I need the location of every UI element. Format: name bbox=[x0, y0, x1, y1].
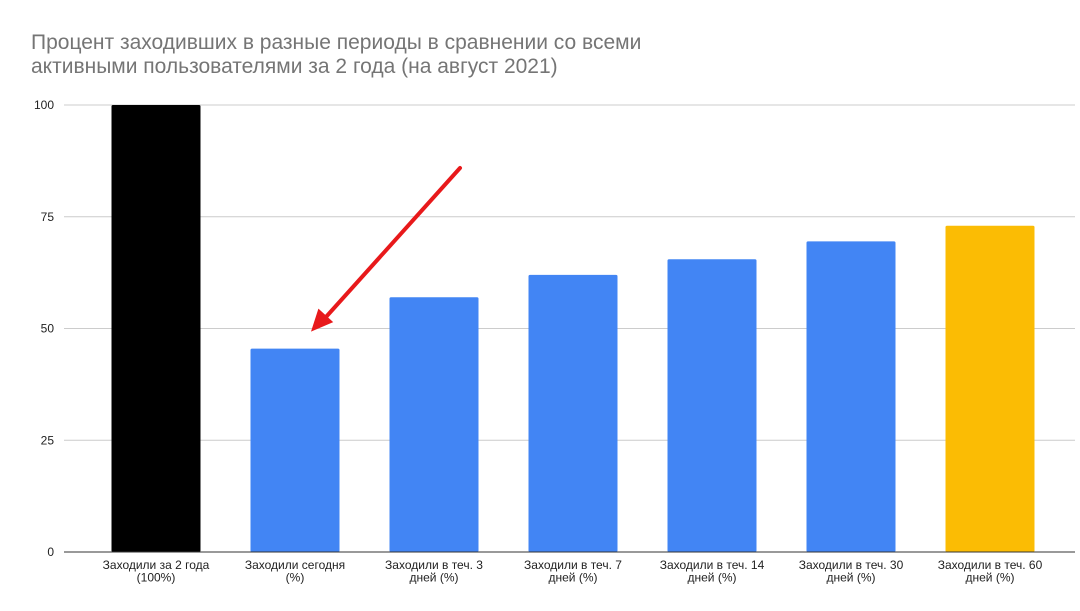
x-category-label: Заходили в теч. 7 bbox=[524, 558, 622, 572]
bar bbox=[250, 348, 340, 552]
bar bbox=[389, 297, 479, 552]
x-category-label: дней (%) bbox=[409, 571, 458, 585]
bar bbox=[667, 259, 757, 552]
x-axis-category-labels: Заходили за 2 года(100%) Заходили сегодня… bbox=[103, 558, 1043, 585]
x-category-label: (100%) bbox=[137, 571, 176, 585]
bars bbox=[111, 105, 1035, 552]
x-category-label: Заходили в теч. 60 bbox=[938, 558, 1043, 572]
chart-title: Процент заходивших в разные периоды в ср… bbox=[31, 31, 641, 79]
annotation-arrow-head bbox=[311, 308, 334, 332]
y-tick-label: 50 bbox=[41, 322, 55, 336]
x-category-label: Заходили в теч. 3 bbox=[385, 558, 483, 572]
x-category-label: Заходили за 2 года bbox=[103, 558, 210, 572]
annotation bbox=[311, 166, 462, 332]
annotation-arrow-shaft bbox=[318, 166, 462, 326]
bar bbox=[111, 105, 201, 552]
bar bbox=[528, 274, 618, 552]
y-tick-label: 75 bbox=[41, 210, 55, 224]
bar bbox=[806, 241, 896, 552]
x-category-label: Заходили в теч. 30 bbox=[799, 558, 904, 572]
y-tick-label: 25 bbox=[41, 433, 55, 447]
x-category-label: дней (%) bbox=[826, 571, 875, 585]
x-category-label: (%) bbox=[286, 571, 305, 585]
y-axis-tick-labels: 0 25 50 75 100 bbox=[34, 98, 54, 559]
x-category-label: дней (%) bbox=[687, 571, 736, 585]
x-category-label: Заходили в теч. 14 bbox=[660, 558, 765, 572]
bar bbox=[945, 225, 1035, 552]
chart-title-line-1: Процент заходивших в разные периоды в ср… bbox=[31, 31, 642, 54]
x-category-label: дней (%) bbox=[548, 571, 597, 585]
y-tick-label: 100 bbox=[34, 98, 54, 112]
y-tick-label: 0 bbox=[47, 545, 54, 559]
chart-title-line-2: активными пользователями за 2 года (на а… bbox=[31, 55, 558, 78]
x-category-label: дней (%) bbox=[965, 571, 1014, 585]
x-category-label: Заходили сегодня bbox=[245, 558, 345, 572]
